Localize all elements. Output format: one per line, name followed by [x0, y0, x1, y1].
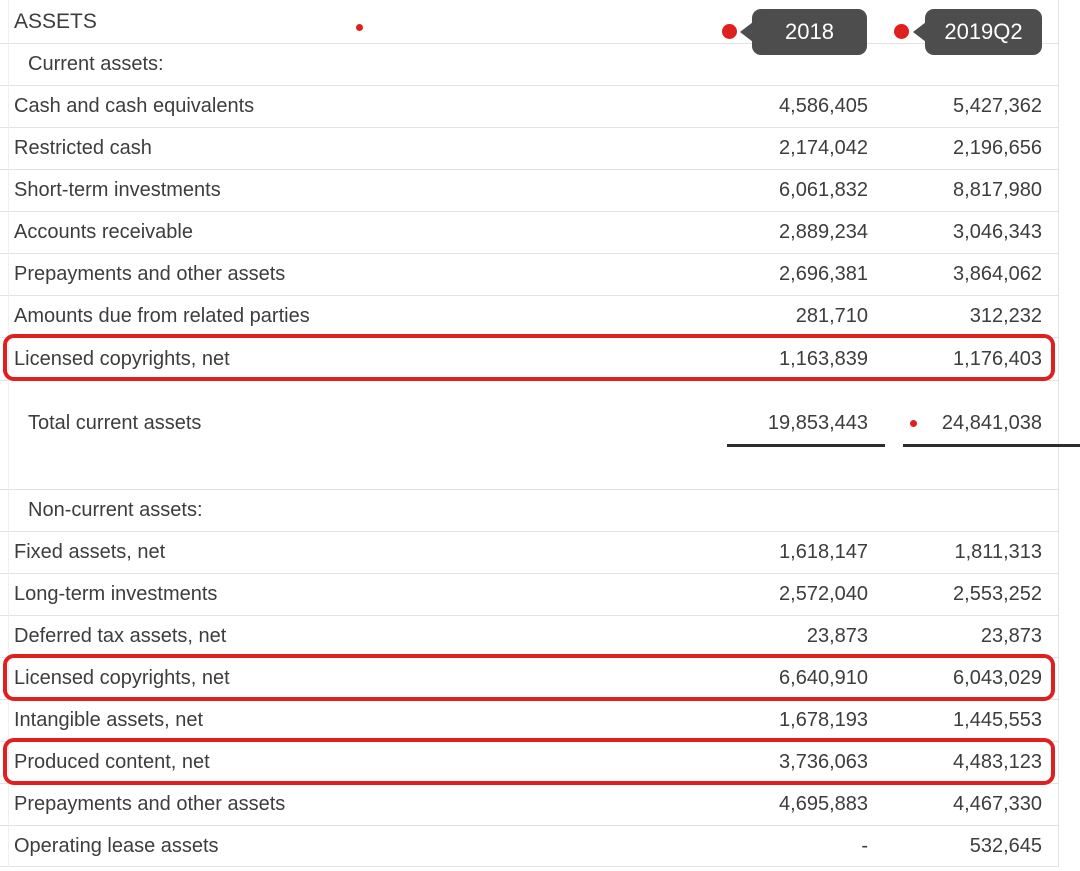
value-2019q2: 3,864,062: [953, 263, 1042, 285]
page-title: ASSETS: [14, 9, 97, 33]
annotation-red-dot: [356, 24, 363, 31]
value-2018: 6,640,910: [779, 667, 868, 689]
value-2019q2: 1,445,553: [953, 709, 1042, 731]
table-row: Restricted cash 2,174,042 2,196,656: [0, 127, 1058, 169]
column-tag-2019q2: 2019Q2: [913, 9, 1042, 55]
value-2018: 6,061,832: [779, 179, 868, 201]
value-2018: 3,736,063: [779, 751, 868, 773]
table-header-row: ASSETS: [0, 0, 1058, 43]
total-underline-2019q2: [903, 444, 1080, 447]
value-2019q2: 6,043,029: [953, 667, 1042, 689]
tag-arrow-left-icon: [913, 22, 926, 42]
table-row: Intangible assets, net 1,678,193 1,445,5…: [0, 699, 1058, 741]
table-row: Prepayments and other assets 4,695,883 4…: [0, 783, 1058, 825]
spacer-row: [0, 447, 1058, 489]
value-2018: 1,678,193: [779, 709, 868, 731]
table-row: Prepayments and other assets 2,696,381 3…: [0, 253, 1058, 295]
value-2019q2: 4,467,330: [953, 793, 1042, 815]
value-2019q2: 3,046,343: [953, 221, 1042, 243]
table-row: Fixed assets, net 1,618,147 1,811,313: [0, 531, 1058, 573]
value-2019q2: 1,176,403: [953, 347, 1042, 370]
column-2019q2-red-dot: [894, 24, 909, 39]
value-2019q2: 2,553,252: [953, 583, 1042, 605]
table-right-border: [1058, 0, 1059, 867]
row-label: Accounts receivable: [14, 221, 193, 243]
row-label: Long-term investments: [14, 583, 218, 605]
row-label: Prepayments and other assets: [14, 263, 286, 285]
table-row-licensed-copyrights-noncurrent: Licensed copyrights, net 6,640,910 6,043…: [0, 657, 1058, 699]
balance-sheet-table: ASSETS Current assets: Cash and cash equ…: [0, 0, 1058, 867]
value-2018: 281,710: [795, 305, 868, 327]
row-label: Amounts due from related parties: [14, 305, 310, 327]
table-row: Short-term investments 6,061,832 8,817,9…: [0, 169, 1058, 211]
value-2018: 23,873: [806, 625, 868, 647]
table-row: Cash and cash equivalents 4,586,405 5,42…: [0, 85, 1058, 127]
total-value-2019q2: 24,841,038: [941, 412, 1042, 434]
value-2019q2: 23,873: [980, 625, 1042, 647]
value-2019q2: 5,427,362: [953, 95, 1042, 117]
section-row-noncurrent-assets: Non-current assets:: [0, 489, 1058, 531]
value-2018: 4,695,883: [779, 793, 868, 815]
row-label: Produced content, net: [14, 751, 210, 773]
column-2018-red-dot: [722, 24, 737, 39]
section-row-current-assets: Current assets:: [0, 43, 1058, 85]
total-annotation-red-dot: [910, 420, 917, 427]
row-label: Fixed assets, net: [14, 541, 166, 563]
table-row: Amounts due from related parties 281,710…: [0, 295, 1058, 337]
table-row: Operating lease assets - 532,645: [0, 825, 1058, 867]
table-row: Accounts receivable 2,889,234 3,046,343: [0, 211, 1058, 253]
value-2018: 1,618,147: [779, 541, 868, 563]
value-2018: 2,889,234: [779, 221, 868, 243]
value-2019q2: 4,483,123: [953, 751, 1042, 773]
table-row: Long-term investments 2,572,040 2,553,25…: [0, 573, 1058, 615]
total-value-2018: 19,853,443: [767, 412, 868, 434]
table-row: Deferred tax assets, net 23,873 23,873: [0, 615, 1058, 657]
value-2019q2: 312,232: [969, 305, 1042, 327]
table-left-border: [8, 0, 9, 867]
row-label: Licensed copyrights, net: [14, 667, 230, 689]
value-2018: 2,696,381: [779, 263, 868, 285]
table-row-licensed-copyrights-current: Licensed copyrights, net 1,163,839 1,176…: [0, 337, 1058, 380]
value-2019q2: 1,811,313: [954, 541, 1043, 563]
value-2018: 4,586,405: [779, 95, 868, 117]
value-2019q2: 532,645: [969, 834, 1042, 857]
row-label: Deferred tax assets, net: [14, 625, 227, 647]
value-2019q2: 2,196,656: [953, 137, 1042, 159]
total-underline-2018: [727, 444, 885, 447]
row-label: Prepayments and other assets: [14, 793, 286, 815]
table-row-produced-content: Produced content, net 3,736,063 4,483,12…: [0, 741, 1058, 783]
value-2018: 2,174,042: [779, 137, 868, 159]
column-tag-2018: 2018: [740, 9, 867, 55]
row-label: Intangible assets, net: [14, 709, 204, 731]
total-label: Total current assets: [28, 412, 202, 434]
row-label: Licensed copyrights, net: [14, 347, 230, 370]
tag-arrow-left-icon: [740, 22, 753, 42]
section-label: Current assets:: [28, 53, 164, 75]
value-2019q2: 8,817,980: [953, 179, 1042, 201]
row-label: Cash and cash equivalents: [14, 95, 255, 117]
total-current-assets-row: Total current assets 19,853,443 24,841,0…: [0, 380, 1058, 447]
column-tag-label: 2019Q2: [944, 19, 1023, 44]
row-label: Operating lease assets: [14, 834, 219, 857]
row-label: Restricted cash: [14, 137, 152, 159]
column-tag-label: 2018: [785, 19, 834, 44]
value-2018: 2,572,040: [779, 583, 868, 605]
row-label: Short-term investments: [14, 179, 221, 201]
section-label: Non-current assets:: [28, 499, 203, 521]
value-2018: -: [861, 834, 868, 857]
value-2018: 1,163,839: [779, 347, 868, 370]
